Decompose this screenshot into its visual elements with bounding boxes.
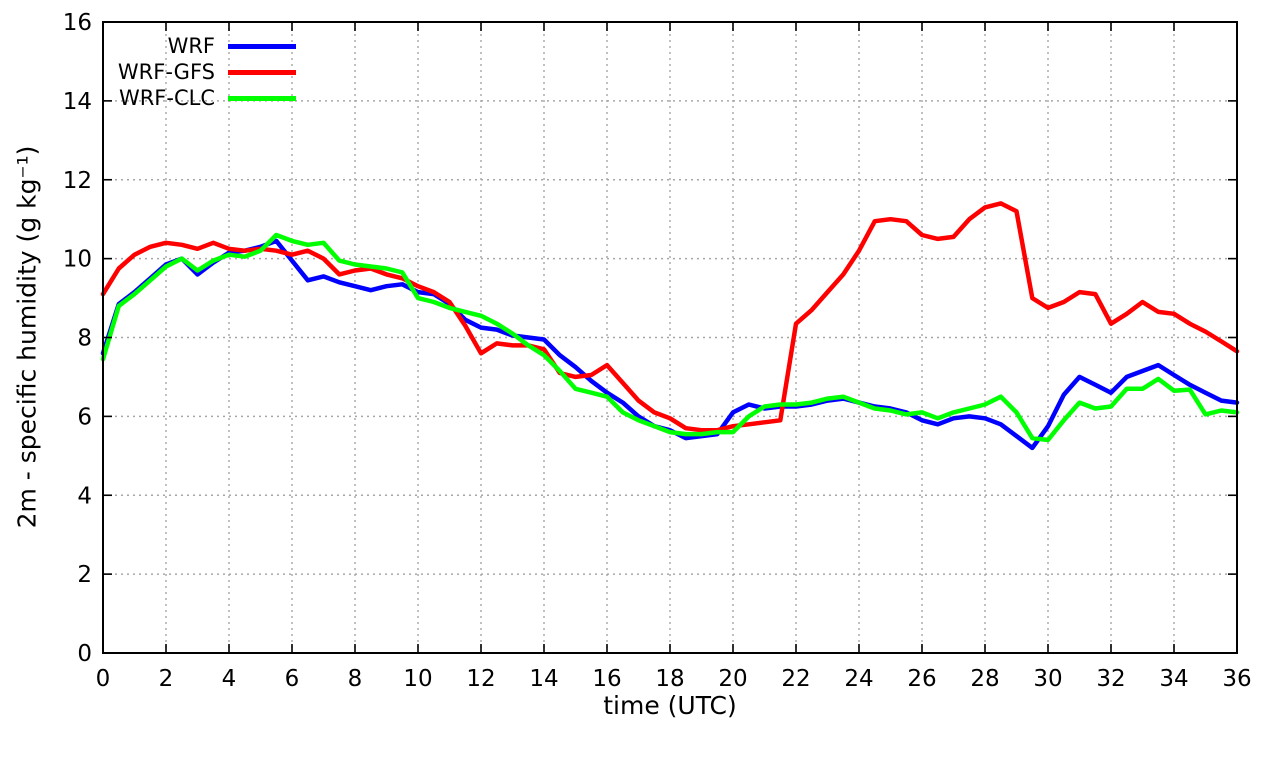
legend-line-sample [228,43,296,49]
legend-line-sample [228,95,296,101]
legend-line-sample [228,69,296,75]
x-tick-label: 10 [403,666,432,692]
y-axis-title: 2m - specific humidity (g kg⁻¹) [12,145,42,529]
y-tick-label: 14 [63,89,92,115]
x-tick-label: 6 [285,666,300,692]
x-tick-label: 26 [907,666,936,692]
legend-item-wrf: WRF [88,33,296,59]
x-tick-label: 16 [592,666,621,692]
x-tick-label: 12 [466,666,495,692]
legend: WRF WRF-GFS WRF-CLC [88,33,296,111]
x-tick-label: 8 [348,666,363,692]
x-tick-label: 24 [844,666,873,692]
legend-label: WRF-GFS [117,60,215,84]
x-tick-label: 18 [655,666,684,692]
legend-label: WRF-CLC [118,86,215,110]
x-tick-label: 28 [970,666,999,692]
y-tick-label: 4 [77,483,92,509]
x-tick-label: 4 [222,666,237,692]
y-tick-label: 2 [77,562,92,588]
x-tick-label: 22 [781,666,810,692]
x-axis-title: time (UTC) [603,691,737,720]
y-tick-label: 6 [77,404,92,430]
x-tick-label: 2 [159,666,174,692]
series-wrf-clc [100,232,1240,443]
y-tick-label: 12 [63,168,92,194]
series-wrf-gfs [100,201,1240,433]
plot-border [102,21,1238,654]
x-tick-label: 36 [1222,666,1251,692]
x-tick-label: 14 [529,666,558,692]
x-tick-label: 32 [1096,666,1125,692]
y-tick-label: 16 [63,10,92,36]
legend-label: WRF [167,34,215,58]
y-tick-label: 8 [77,326,92,352]
y-tick-label: 0 [77,641,92,667]
legend-item-wrf-clc: WRF-CLC [88,85,296,111]
x-tick-label: 0 [96,666,111,692]
x-tick-label: 30 [1033,666,1062,692]
x-tick-label: 20 [718,666,747,692]
y-tick-label: 10 [63,247,92,273]
legend-item-wrf-gfs: WRF-GFS [88,59,296,85]
x-tick-label: 34 [1159,666,1188,692]
